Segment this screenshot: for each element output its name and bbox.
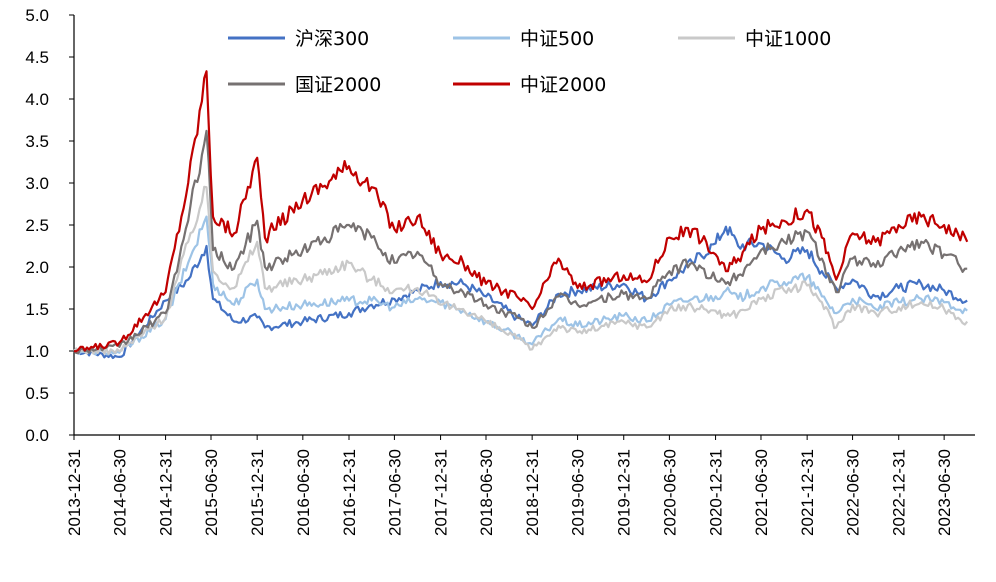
x-tick-label: 2018-12-31 [523,449,542,536]
x-tick-label: 2021-06-30 [752,449,771,536]
x-tick-label: 2023-06-30 [935,449,954,536]
legend-label: 中证1000 [745,28,831,50]
x-tick-label: 2013-12-31 [65,449,84,536]
legend: 沪深300 中证500 中证1000 国证2000 中证2000 [228,28,831,96]
y-tick-label: 5.0 [25,6,49,25]
legend-label: 沪深300 [295,28,369,50]
y-tick-label: 2.0 [25,258,49,277]
legend-label: 中证500 [520,28,594,50]
y-tick-label: 4.5 [25,48,49,67]
x-tick-label: 2014-06-30 [110,449,129,536]
legend-item: 沪深300 [228,28,369,50]
y-tick-label: 3.0 [25,174,49,193]
series-line-4 [73,129,968,355]
x-tick-label: 2016-12-31 [340,449,359,536]
legend-item: 中证2000 [453,74,606,96]
legend-item: 国证2000 [228,74,381,96]
x-tick-label: 2017-06-30 [385,449,404,536]
x-tick-label: 2020-12-31 [707,449,726,536]
x-tick-label: 2019-06-30 [569,449,588,536]
series-lines [73,70,969,360]
legend-label: 国证2000 [295,74,381,96]
x-tick-label: 2017-12-31 [432,449,451,536]
y-tick-label: 2.5 [25,216,49,235]
x-tick-label: 2021-12-31 [798,449,817,536]
series-line-5 [73,70,969,353]
y-tick-label: 3.5 [25,132,49,151]
x-tick-label: 2019-12-31 [615,449,634,536]
legend-label: 中证2000 [520,74,606,96]
y-tick-label: 4.0 [25,90,49,109]
x-tick-label: 2022-12-31 [890,449,909,536]
y-tick-label: 1.5 [25,300,49,319]
x-tick-label: 2015-12-31 [248,449,267,536]
x-tick-label: 2016-06-30 [294,449,313,536]
x-tick-label: 2014-12-31 [157,449,176,536]
y-axis-ticks: 0.0 0.5 1.0 1.5 2.0 2.5 3.0 3.5 4.0 4.5 5.0 [25,6,74,445]
y-tick-label: 0.5 [25,384,49,403]
legend-item: 中证1000 [678,28,831,50]
series-line-3 [73,185,969,355]
x-tick-label: 2022-06-30 [844,449,863,536]
legend-item: 中证500 [453,28,594,50]
series-line-2 [73,215,968,356]
x-tick-label: 2018-06-30 [477,449,496,536]
x-axis-ticks: 2013-12-31 2014-06-30 2014-12-31 2015-06-30… [65,435,954,536]
x-tick-label: 2015-06-30 [202,449,221,536]
x-tick-label: 2020-06-30 [660,449,679,536]
y-tick-label: 1.0 [25,342,49,361]
series-line-1 [73,225,968,360]
y-tick-label: 0.0 [25,426,49,445]
